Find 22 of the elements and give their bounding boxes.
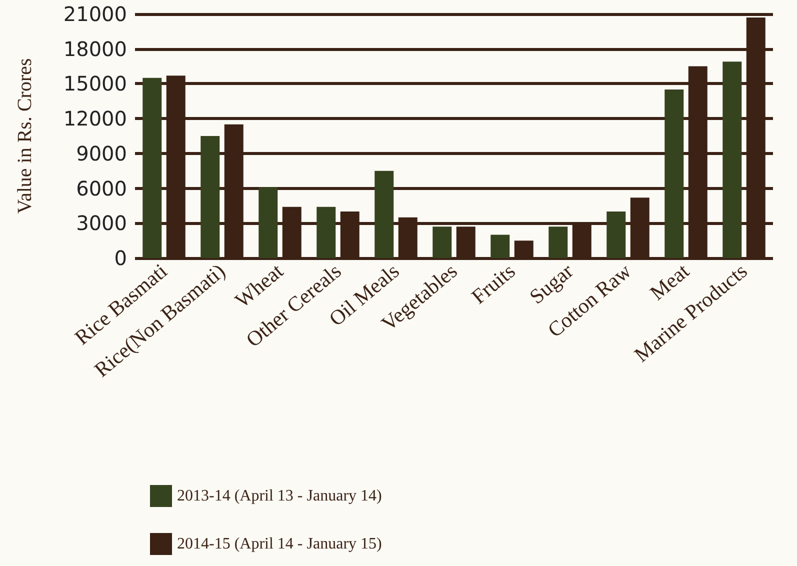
bar bbox=[548, 226, 568, 258]
bar bbox=[432, 226, 452, 258]
legend-label: 2013-14 (April 13 - January 14) bbox=[177, 488, 382, 504]
y-tick-label: 9000 bbox=[76, 141, 127, 166]
bar bbox=[258, 187, 278, 258]
bar bbox=[200, 136, 220, 258]
bar bbox=[664, 90, 684, 258]
y-tick-label: 21000 bbox=[63, 2, 127, 26]
bar bbox=[722, 62, 742, 258]
y-tick-label: 18000 bbox=[63, 36, 127, 61]
bar bbox=[142, 78, 162, 258]
bar bbox=[490, 234, 510, 258]
y-tick-label: 0 bbox=[114, 246, 127, 270]
legend-label: 2014-15 (April 14 - January 15) bbox=[177, 536, 382, 552]
y-axis-title: Value in Rs. Crores bbox=[14, 58, 36, 214]
bar bbox=[606, 212, 626, 258]
y-tick-label: 3000 bbox=[76, 211, 127, 236]
bar bbox=[316, 206, 336, 258]
y-tick-label: 15000 bbox=[63, 72, 127, 96]
y-tick-label: 6000 bbox=[76, 176, 127, 200]
bar bbox=[374, 170, 394, 258]
y-tick-label: 12000 bbox=[63, 106, 127, 131]
